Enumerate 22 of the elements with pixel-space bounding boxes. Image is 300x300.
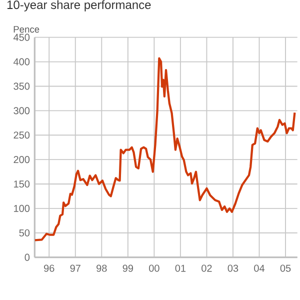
chart-title: 10-year share performance xyxy=(7,0,151,12)
y-tick-label: 100 xyxy=(14,204,30,212)
y-tick-label: 250 xyxy=(14,132,30,139)
y-tick-label: 200 xyxy=(14,156,30,164)
x-tick-label: 04 xyxy=(254,264,265,272)
y-tick-label: 450 xyxy=(14,34,30,41)
y-tick-label: 400 xyxy=(14,58,30,66)
y-axis-title: Pence xyxy=(14,26,40,33)
x-tick-label: 98 xyxy=(96,264,107,272)
y-tick-label: 150 xyxy=(14,180,30,188)
x-tick-label: 01 xyxy=(175,264,186,272)
x-tick-label: 02 xyxy=(202,264,212,272)
x-tick-label: 05 xyxy=(280,264,291,272)
x-tick-label: 00 xyxy=(149,264,160,272)
x-tick-label: 97 xyxy=(70,264,80,272)
x-tick-label: 03 xyxy=(228,264,238,272)
y-tick-label: 350 xyxy=(14,82,30,90)
x-tick-label: 96 xyxy=(44,264,54,272)
x-tick-label: 99 xyxy=(122,264,133,272)
y-tick-label: 0 xyxy=(24,254,30,261)
y-tick-label: 50 xyxy=(19,229,30,236)
y-tick-label: 300 xyxy=(14,107,30,114)
